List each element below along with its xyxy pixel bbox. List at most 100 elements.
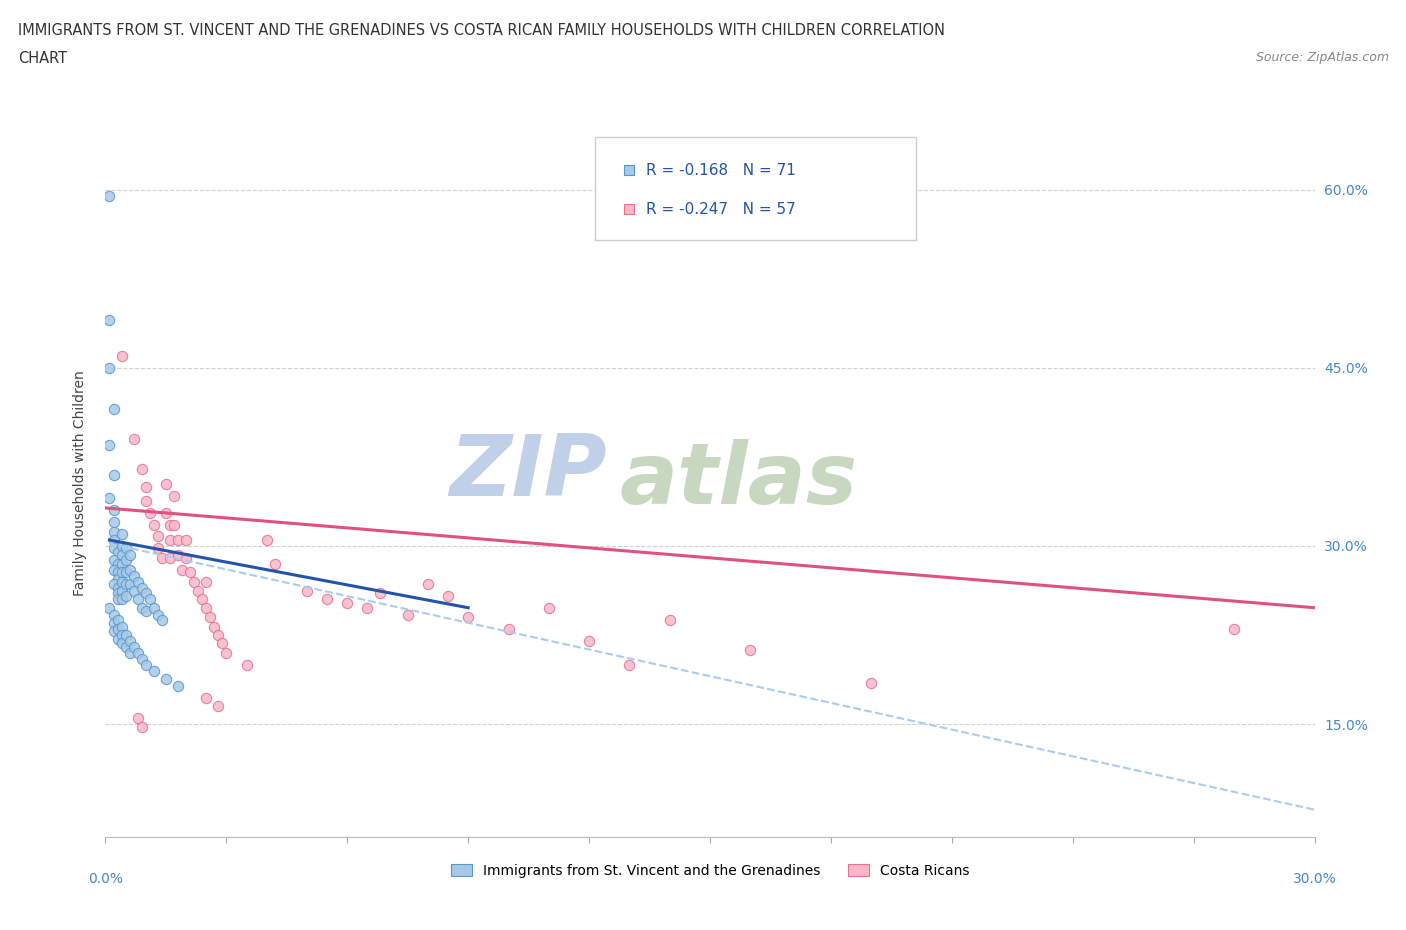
Point [131, 651, 153, 666]
Text: R = -0.168   N = 71: R = -0.168 N = 71 [645, 163, 796, 178]
Point [537, 600, 560, 615]
Point [118, 633, 141, 648]
Point [114, 589, 136, 604]
Point [155, 671, 177, 686]
Point [295, 584, 318, 599]
Point [163, 488, 186, 503]
Point [110, 584, 132, 599]
Point [114, 552, 136, 567]
Point [107, 586, 129, 601]
Point [110, 526, 132, 541]
Point [110, 636, 132, 651]
Point [146, 607, 169, 622]
Point [619, 658, 641, 672]
Point [107, 565, 129, 579]
Point [150, 551, 173, 565]
Point [135, 604, 157, 618]
Point [457, 610, 479, 625]
Point [98, 600, 121, 615]
Point [107, 556, 129, 571]
Point [187, 584, 209, 599]
Point [114, 628, 136, 643]
Point [103, 533, 125, 548]
Point [202, 619, 225, 634]
Point [163, 517, 186, 532]
Point [146, 529, 169, 544]
Point [127, 592, 149, 607]
Point [131, 719, 153, 734]
Point [103, 402, 125, 417]
Point [131, 600, 153, 615]
Point [103, 563, 125, 578]
Point [103, 616, 125, 631]
Point [118, 548, 141, 563]
Point [118, 577, 141, 591]
Point [98, 312, 121, 327]
Point [356, 600, 378, 615]
Point [155, 477, 177, 492]
Point [135, 494, 157, 509]
Point [127, 711, 149, 725]
Point [103, 525, 125, 539]
Point [740, 643, 762, 658]
Point [103, 503, 125, 518]
Point [122, 640, 145, 655]
Point [167, 548, 190, 563]
Point [142, 600, 165, 615]
Point [146, 541, 169, 556]
Point [658, 612, 681, 627]
Point [235, 658, 257, 672]
Point [103, 607, 125, 622]
Point [437, 589, 460, 604]
Point [211, 636, 233, 651]
Text: R = -0.247   N = 57: R = -0.247 N = 57 [645, 202, 796, 217]
Point [159, 551, 181, 565]
Point [174, 533, 197, 548]
Point [200, 610, 222, 625]
Point [103, 541, 125, 556]
Text: Source: ZipAtlas.com: Source: ZipAtlas.com [1256, 51, 1389, 64]
FancyBboxPatch shape [595, 138, 915, 240]
Point [142, 663, 165, 678]
Point [174, 551, 197, 565]
Point [167, 533, 190, 548]
Point [98, 188, 121, 203]
Point [195, 691, 218, 706]
Point [110, 592, 132, 607]
Point [155, 505, 177, 520]
Y-axis label: Family Households with Children: Family Households with Children [73, 371, 87, 596]
Point [107, 592, 129, 607]
Point [135, 479, 157, 494]
Point [122, 568, 145, 583]
Point [107, 580, 129, 595]
Point [114, 640, 136, 655]
Point [135, 658, 157, 672]
Point [127, 645, 149, 660]
Text: CHART: CHART [18, 51, 67, 66]
Point [127, 574, 149, 589]
Point [110, 574, 132, 589]
Point [195, 574, 218, 589]
Point [159, 517, 181, 532]
Point [110, 548, 132, 563]
Point [368, 586, 391, 601]
Point [107, 572, 129, 587]
Point [191, 592, 214, 607]
Point [131, 461, 153, 476]
Text: IMMIGRANTS FROM ST. VINCENT AND THE GRENADINES VS COSTA RICAN FAMILY HOUSEHOLDS : IMMIGRANTS FROM ST. VINCENT AND THE GREN… [18, 23, 945, 38]
Point [139, 592, 162, 607]
Point [336, 595, 359, 610]
Point [107, 612, 129, 627]
Point [110, 556, 132, 571]
Point [114, 541, 136, 556]
Text: atlas: atlas [620, 439, 858, 522]
Legend: Immigrants from St. Vincent and the Grenadines, Costa Ricans: Immigrants from St. Vincent and the Gren… [446, 858, 974, 883]
Point [207, 628, 229, 643]
Point [167, 679, 190, 694]
Point [860, 675, 883, 690]
Point [183, 574, 205, 589]
Point [110, 628, 132, 643]
Point [103, 577, 125, 591]
Point [122, 584, 145, 599]
Point [1223, 621, 1246, 636]
